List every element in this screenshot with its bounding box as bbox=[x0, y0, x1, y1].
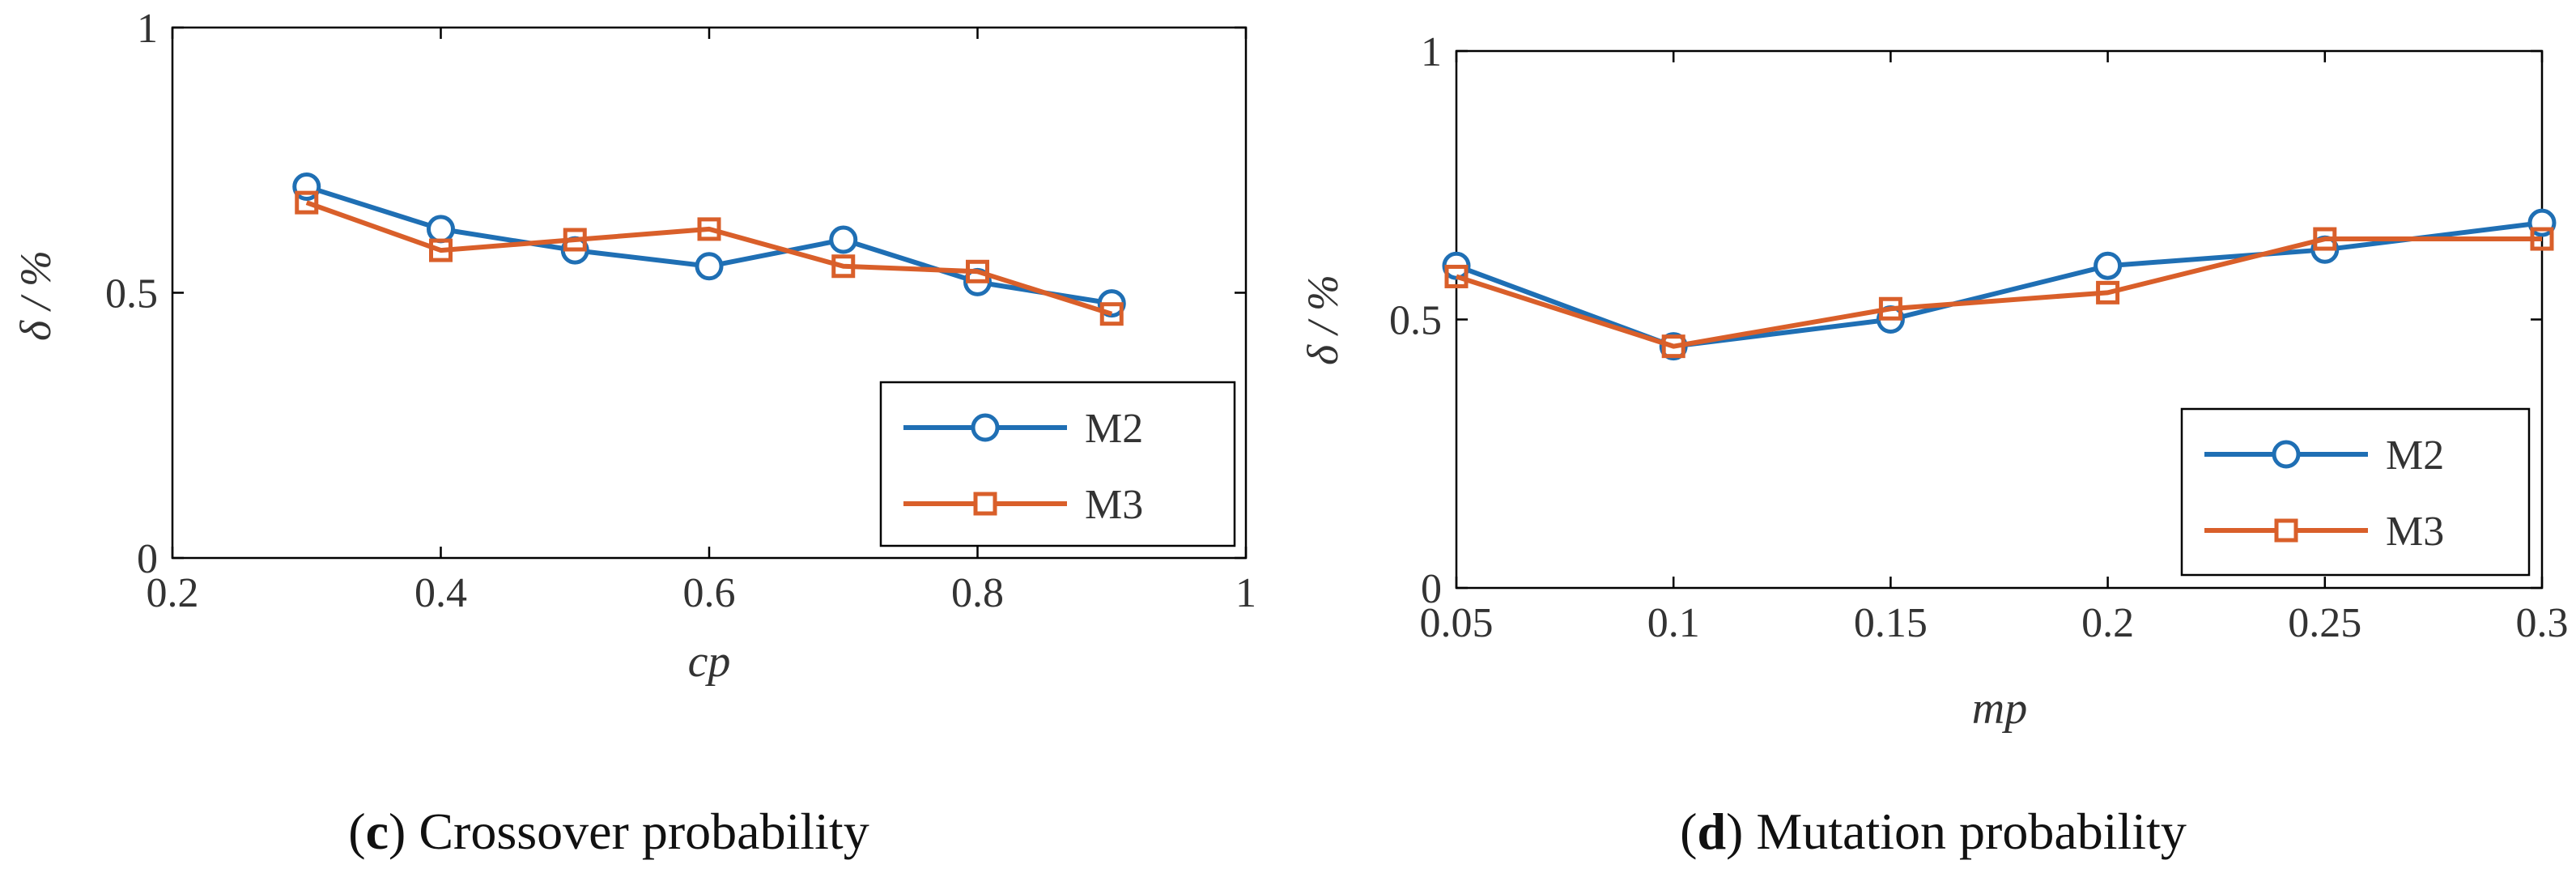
x-tick-label: 0.15 bbox=[1854, 600, 1928, 646]
legend-marker-m2 bbox=[971, 413, 1000, 442]
x-tick-label: 0.05 bbox=[1420, 600, 1494, 646]
data-point-m2 bbox=[2094, 251, 2123, 280]
caption-open-paren: ( bbox=[348, 803, 365, 860]
legend: M2 M3 bbox=[879, 381, 1236, 547]
legend-marker-m3 bbox=[2274, 518, 2298, 543]
data-point-m3 bbox=[1878, 296, 1902, 321]
legend-box bbox=[879, 381, 1236, 547]
data-point-m3 bbox=[966, 259, 989, 283]
data-point-m3 bbox=[1099, 302, 1124, 326]
x-axis-label: mp bbox=[1972, 683, 2027, 734]
y-tick-label: 0 bbox=[1421, 566, 1442, 612]
y-tick-label: 0 bbox=[137, 536, 158, 582]
x-tick-label: 0.25 bbox=[2288, 600, 2361, 646]
y-tick-label: 0.5 bbox=[105, 271, 158, 317]
x-tick-label: 0.2 bbox=[2081, 600, 2134, 646]
caption-open-paren: ( bbox=[1680, 803, 1697, 860]
caption-close-paren: ) bbox=[1726, 803, 1743, 860]
series-line-m3 bbox=[1456, 236, 2542, 349]
x-tick-label: 1 bbox=[1235, 570, 1256, 616]
caption-text: Mutation probability bbox=[1743, 803, 2187, 860]
legend-label-m3: M3 bbox=[1085, 482, 1143, 528]
legend: M2 M3 bbox=[2180, 407, 2531, 577]
x-tick-label: 0.1 bbox=[1647, 600, 1700, 646]
data-point-m3 bbox=[429, 238, 453, 262]
data-point-m3 bbox=[831, 254, 856, 279]
legend-label-m2: M2 bbox=[2386, 432, 2444, 479]
caption-close-paren: ) bbox=[389, 803, 406, 860]
x-tick-label: 0.8 bbox=[951, 570, 1004, 616]
legend-label-m2: M2 bbox=[1085, 406, 1143, 452]
data-point-m3 bbox=[1661, 334, 1685, 359]
data-point-m3 bbox=[2313, 227, 2337, 251]
data-point-m3 bbox=[697, 217, 721, 241]
y-axis-label: δ / % bbox=[11, 250, 60, 341]
x-axis-label: cp bbox=[688, 637, 731, 687]
y-axis-label: δ / % bbox=[1299, 275, 1347, 365]
panel-caption: (c) Crossover probability bbox=[348, 803, 869, 860]
data-point-m2 bbox=[829, 225, 858, 254]
data-point-m3 bbox=[563, 228, 587, 252]
x-tick-label: 0.4 bbox=[414, 570, 467, 616]
x-tick-label: 0.6 bbox=[683, 570, 736, 616]
panel-caption: (d) Mutation probability bbox=[1680, 803, 2187, 860]
data-point-m3 bbox=[2530, 227, 2554, 251]
legend-box bbox=[2180, 407, 2531, 577]
legend-marker-m2 bbox=[2272, 440, 2301, 469]
data-point-m2 bbox=[695, 252, 724, 281]
y-tick-label: 0.5 bbox=[1389, 298, 1442, 344]
data-point-m3 bbox=[1444, 264, 1469, 288]
legend-marker-m3 bbox=[973, 492, 997, 516]
legend-label-m3: M3 bbox=[2386, 509, 2444, 555]
caption-text: Crossover probability bbox=[406, 803, 869, 860]
x-tick-label: 0.2 bbox=[147, 570, 199, 616]
y-tick-label: 1 bbox=[137, 6, 158, 52]
x-tick-label: 0.3 bbox=[2516, 600, 2569, 646]
data-point-m3 bbox=[295, 190, 319, 215]
chart-panel-c: 0.2 0.4 0.6 0.8 1 0 0.5 1 cp δ / % M2 M3 (c) Crossov… bbox=[11, 6, 1256, 860]
caption-panel-letter: d bbox=[1697, 803, 1726, 860]
chart-panel-d: 0.05 0.1 0.15 0.2 0.25 0.3 0 0.5 1 mp δ / % M2 M3 (d)… bbox=[1299, 29, 2569, 860]
series-line-m3 bbox=[305, 200, 1113, 317]
data-point-m3 bbox=[2096, 280, 2120, 304]
data-point-m2 bbox=[427, 215, 455, 244]
y-tick-label: 1 bbox=[1421, 29, 1442, 75]
caption-panel-letter: c bbox=[366, 803, 389, 860]
